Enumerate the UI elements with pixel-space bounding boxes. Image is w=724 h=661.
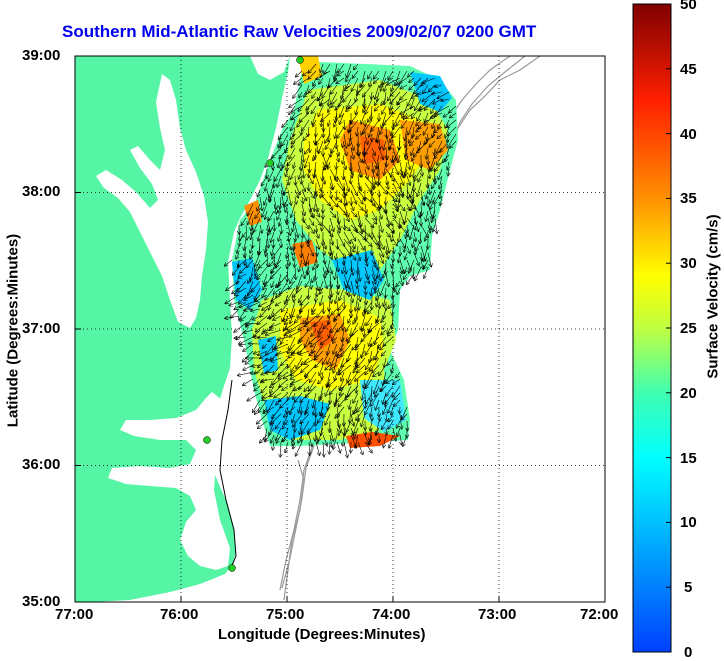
colorbar-tick-label: 25 bbox=[680, 320, 697, 337]
colorbar-tick-label: 30 bbox=[680, 255, 697, 272]
x-tick-label: 75:00 bbox=[266, 606, 304, 623]
station-marker bbox=[267, 160, 274, 167]
y-tick-label: 38:00 bbox=[22, 183, 60, 200]
x-tick-label: 76:00 bbox=[160, 606, 198, 623]
colorbar-tick-label: 40 bbox=[680, 126, 697, 143]
x-tick-label: 72:00 bbox=[580, 606, 618, 623]
y-tick-label: 37:00 bbox=[22, 320, 60, 337]
station-marker bbox=[204, 437, 211, 444]
x-tick-label: 74:00 bbox=[372, 606, 410, 623]
colorbar-tick-label: 45 bbox=[680, 61, 697, 78]
y-axis-label: Latitude (Degrees:Minutes) bbox=[5, 226, 22, 436]
colorbar-label: Surface Velocity (cm/s) bbox=[705, 197, 722, 397]
colorbar bbox=[633, 4, 671, 652]
colorbar-tick-label: 15 bbox=[680, 450, 697, 467]
colorbar-tick-label: 35 bbox=[680, 190, 697, 207]
x-axis-label: Longitude (Degrees:Minutes) bbox=[218, 626, 426, 643]
colorbar-tick-label: 10 bbox=[680, 514, 697, 531]
colorbar-tick-label: 20 bbox=[680, 385, 697, 402]
station-marker bbox=[297, 57, 304, 64]
colorbar-tick-label: 0 bbox=[684, 644, 692, 661]
station-marker bbox=[229, 565, 236, 572]
x-tick-label: 73:00 bbox=[478, 606, 516, 623]
x-tick-label: 77:00 bbox=[55, 606, 93, 623]
colorbar-tick-label: 5 bbox=[684, 579, 692, 596]
y-tick-label: 36:00 bbox=[22, 456, 60, 473]
colorbar-tick-label: 50 bbox=[680, 0, 697, 13]
y-tick-label: 39:00 bbox=[22, 47, 60, 64]
